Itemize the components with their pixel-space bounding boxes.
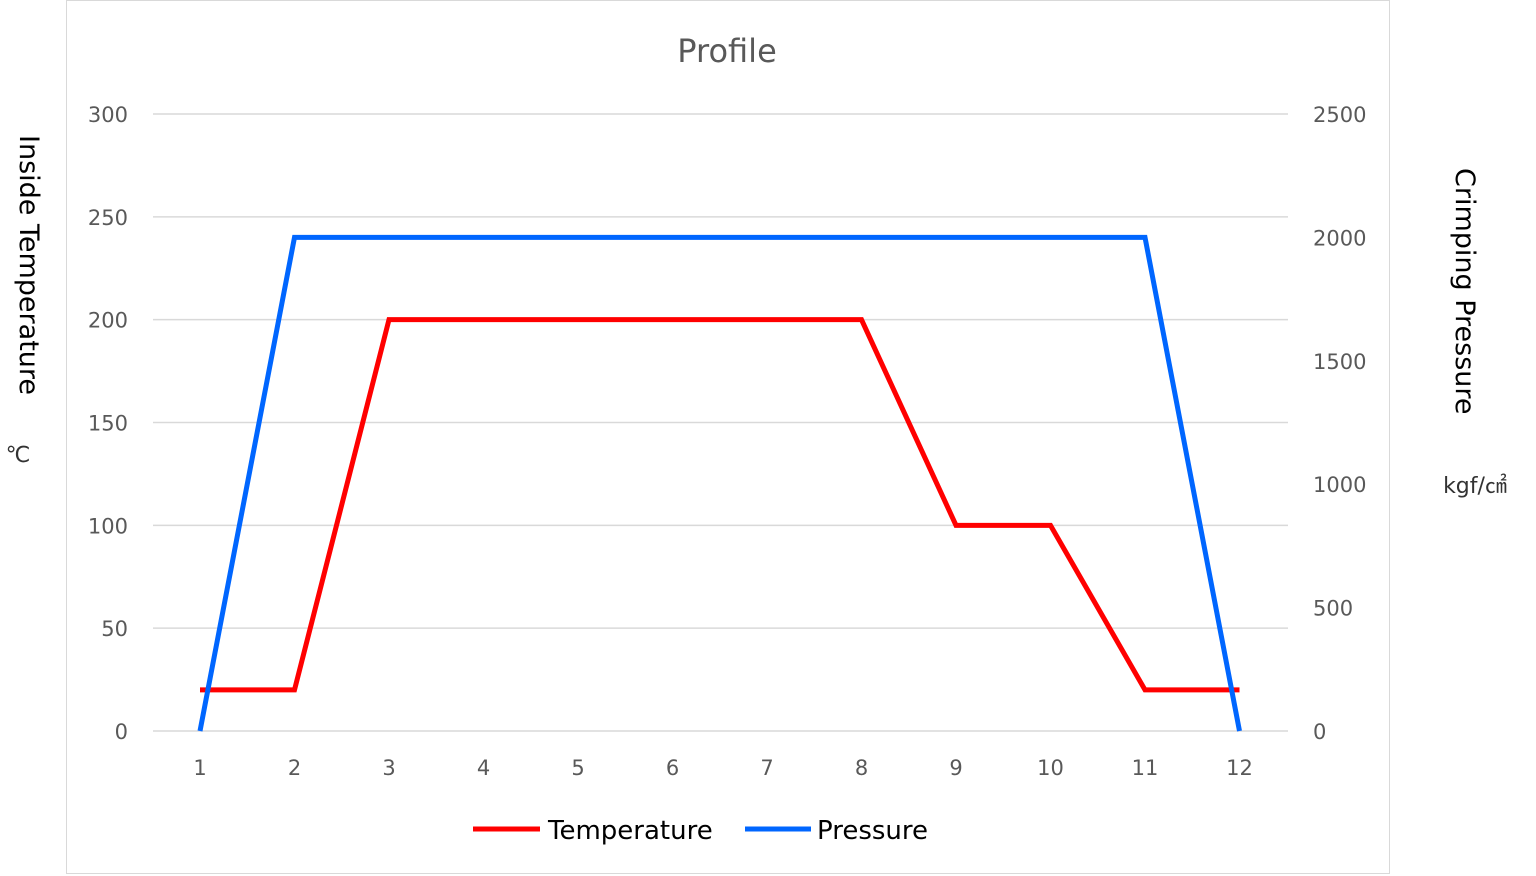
x-tick-label: 10 [1037, 756, 1064, 780]
x-tick-label: 2 [288, 756, 301, 780]
x-tick-label: 3 [382, 756, 395, 780]
left-axis-label: Inside Temperature [13, 135, 44, 395]
right-tick-label: 500 [1313, 597, 1353, 621]
right-tick-label: 1000 [1313, 473, 1366, 497]
left-axis-unit: ℃ [6, 443, 31, 468]
x-axis-ticks: 1 2 3 4 5 6 7 8 9 10 11 12 [193, 756, 1253, 780]
left-axis-ticks: 0 50 100 150 200 250 300 [88, 103, 128, 744]
right-tick-label: 2000 [1313, 226, 1366, 250]
left-tick-label: 50 [101, 617, 128, 641]
x-tick-label: 7 [760, 756, 773, 780]
left-tick-label: 200 [88, 309, 128, 333]
left-tick-label: 150 [88, 412, 128, 436]
x-tick-label: 4 [477, 756, 490, 780]
right-tick-label: 1500 [1313, 350, 1366, 374]
x-tick-label: 9 [949, 756, 962, 780]
x-tick-label: 1 [193, 756, 206, 780]
left-tick-label: 250 [88, 206, 128, 230]
legend-label-pressure: Pressure [817, 816, 928, 846]
right-axis-unit: kgf/㎠ [1443, 473, 1507, 499]
left-tick-label: 300 [88, 103, 128, 127]
x-tick-label: 11 [1132, 756, 1159, 780]
legend-label-temperature: Temperature [547, 816, 713, 846]
x-tick-label: 8 [855, 756, 868, 780]
x-tick-label: 6 [666, 756, 679, 780]
series-line-pressure [197, 234, 1242, 732]
chart-frame [66, 0, 1390, 874]
chart-title: Profile [677, 32, 777, 70]
left-tick-label: 100 [88, 514, 128, 538]
right-axis-label: Crimping Pressure [1449, 168, 1480, 415]
series-line-temperature [200, 317, 1240, 693]
right-tick-label: 2500 [1313, 103, 1366, 127]
x-tick-label: 5 [571, 756, 584, 780]
x-tick-label: 12 [1226, 756, 1253, 780]
right-tick-label: 0 [1313, 720, 1326, 744]
series-lines [197, 234, 1242, 732]
left-tick-label: 0 [115, 720, 128, 744]
gridlines [153, 113, 1288, 732]
legend: Temperature Pressure [473, 816, 928, 846]
right-axis-ticks: 0 500 1000 1500 2000 2500 [1313, 103, 1366, 744]
